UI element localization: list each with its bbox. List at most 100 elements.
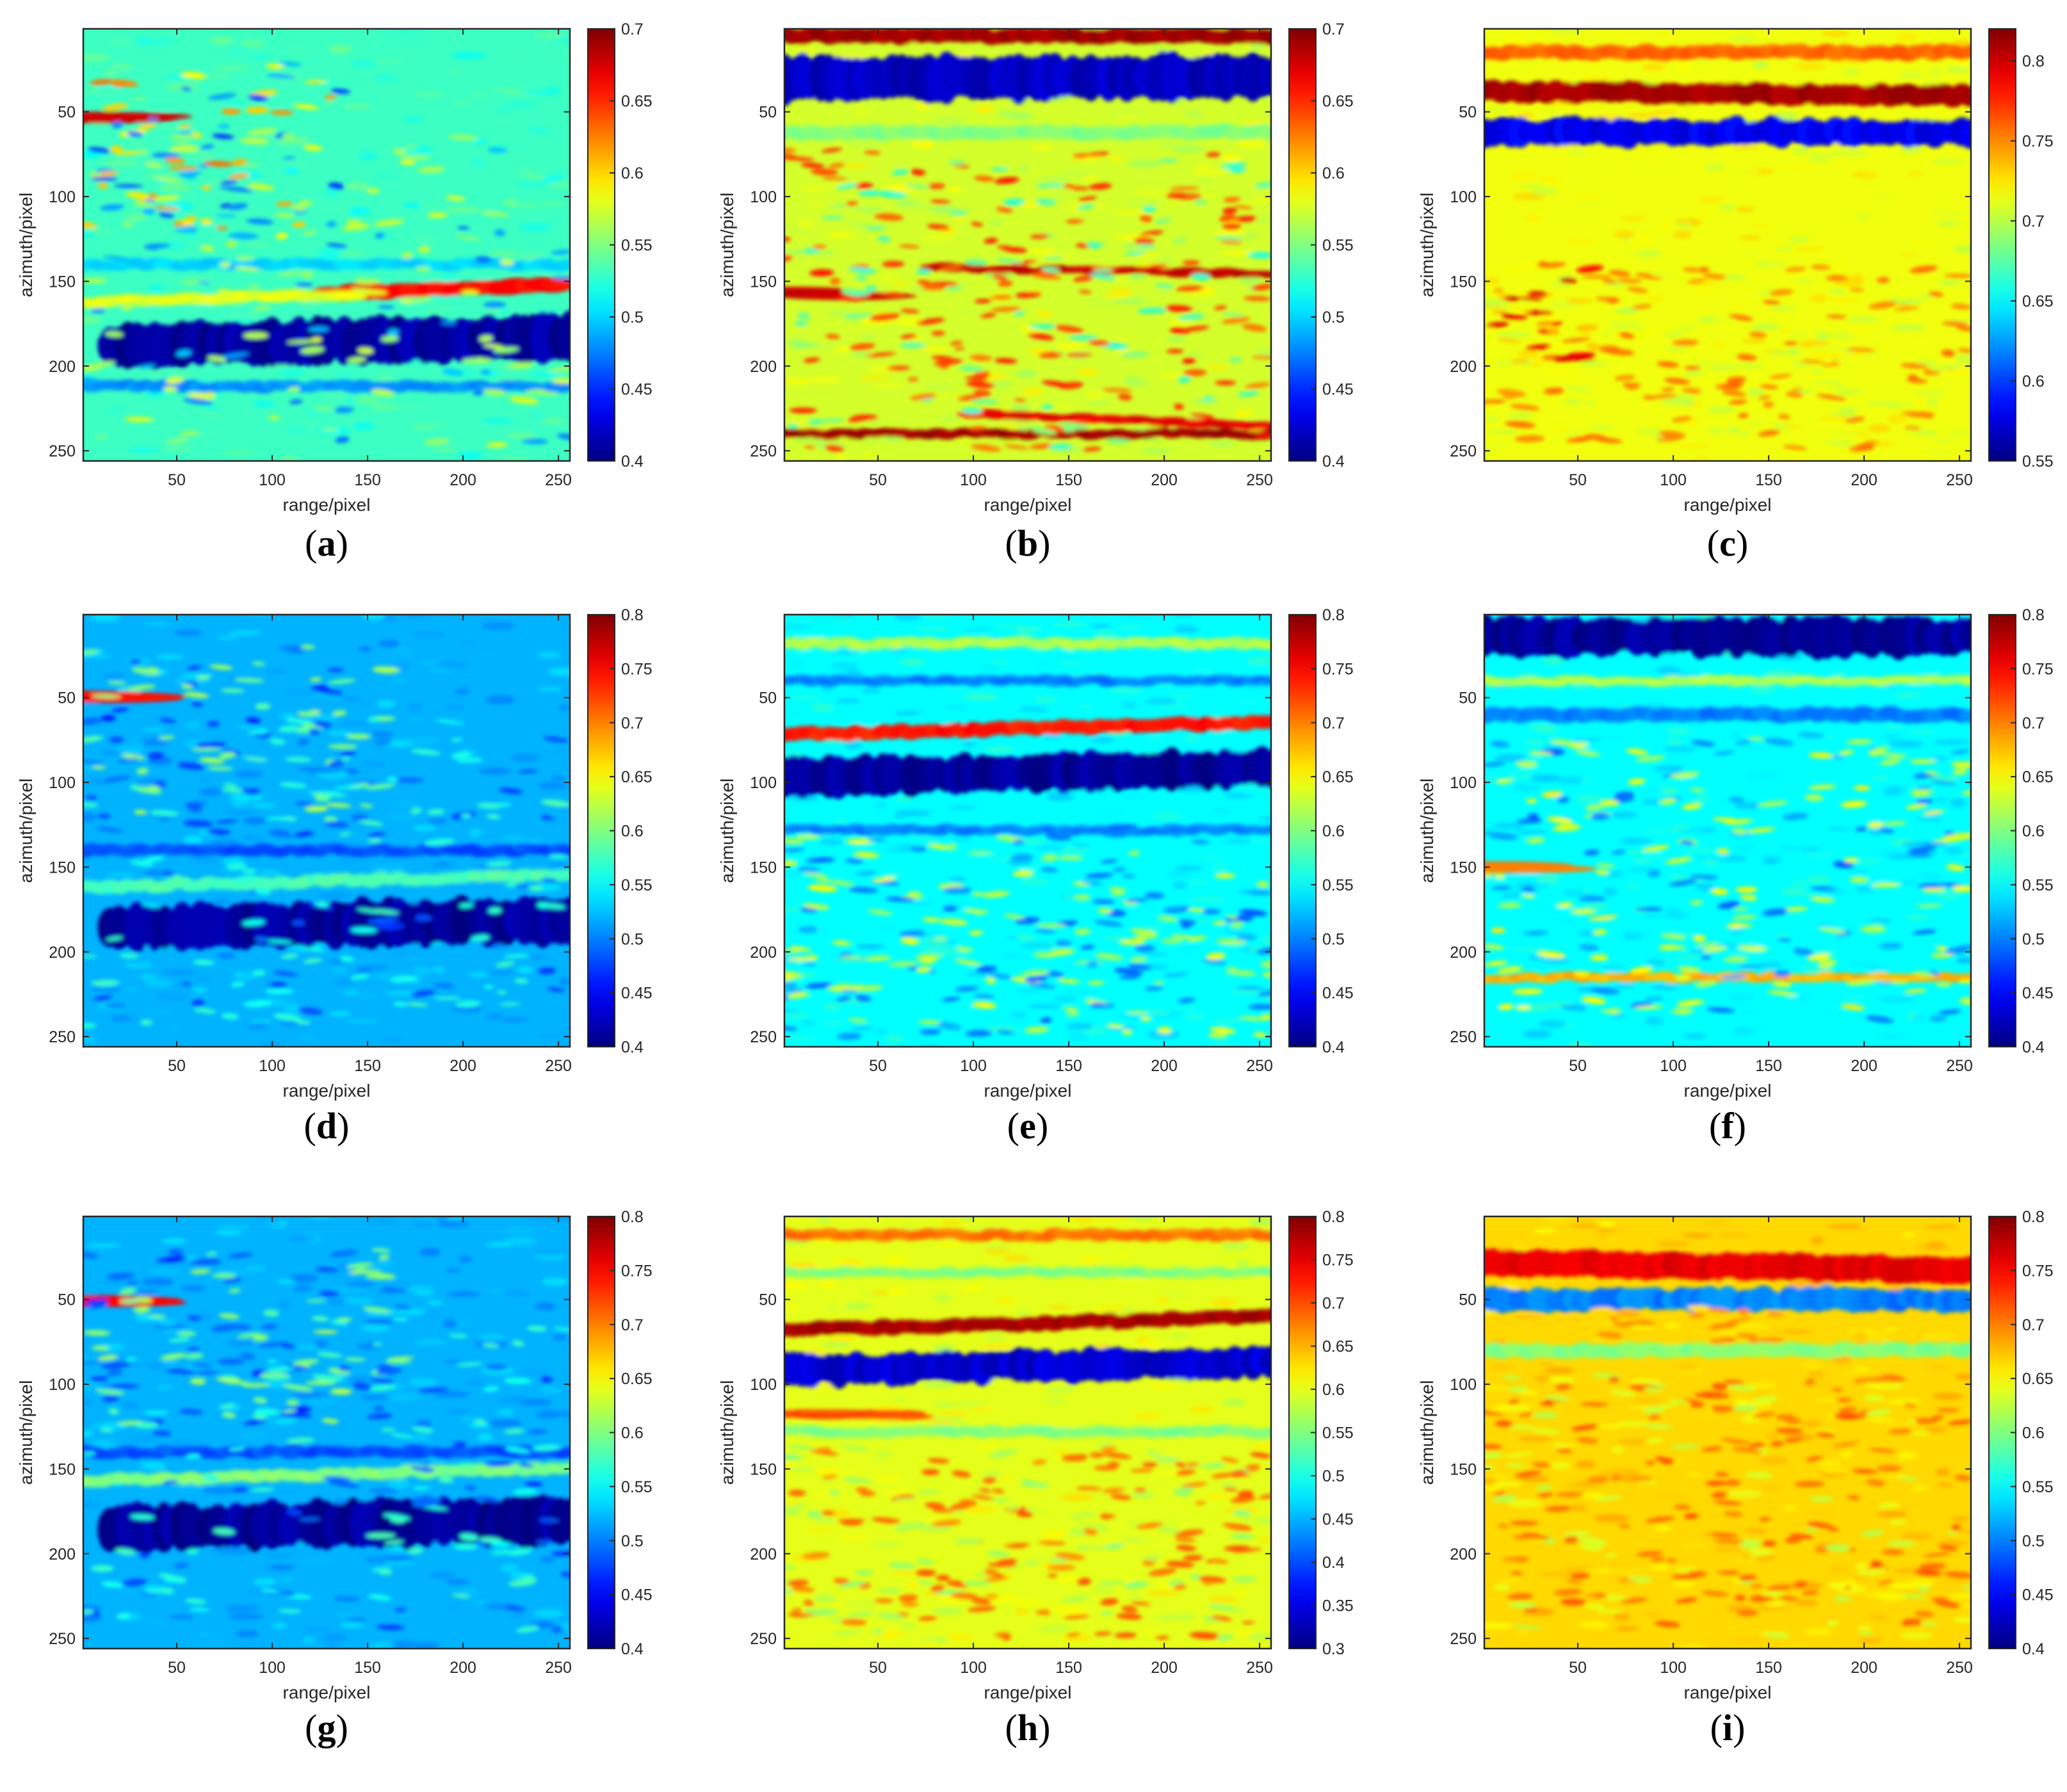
- speckle-mark: [254, 703, 272, 710]
- texture-cell: [857, 934, 873, 943]
- texture-cell: [253, 1578, 277, 1586]
- texture-cell: [1731, 145, 1761, 150]
- speckle-mark: [1840, 1004, 1865, 1010]
- texture-cell: [1017, 166, 1031, 172]
- speckle-mark: [1584, 849, 1600, 856]
- speckle-mark: [798, 926, 819, 933]
- speckle-mark: [1220, 162, 1247, 169]
- texture-cell: [1786, 866, 1815, 873]
- texture-cell: [279, 456, 298, 461]
- speckle-mark: [301, 645, 315, 649]
- texture-cell: [223, 808, 254, 816]
- texture-cell: [526, 953, 547, 960]
- texture-cell: [1872, 921, 1886, 926]
- texture-cell: [442, 1359, 462, 1364]
- texture-cell: [403, 38, 429, 45]
- y-tick-label: 200: [49, 358, 76, 376]
- speckle-mark: [1596, 869, 1609, 875]
- texture-cell: [1537, 1020, 1567, 1028]
- speckle-mark: [1253, 1032, 1268, 1038]
- speckle-mark: [451, 752, 471, 759]
- speckle-mark: [1866, 284, 1890, 290]
- texture-cell: [234, 770, 264, 778]
- speckle-mark: [184, 802, 204, 809]
- texture-cell: [324, 188, 339, 197]
- texture-cell: [275, 1279, 296, 1284]
- texture-cell: [1657, 222, 1671, 230]
- panel-caption-b: (b): [1005, 522, 1051, 564]
- speckle-mark: [104, 331, 124, 337]
- speckle-mark: [1581, 996, 1607, 1005]
- texture-cell: [515, 884, 530, 889]
- speckle-mark: [1139, 214, 1153, 223]
- speckle-mark: [858, 190, 883, 197]
- texture-cell: [1931, 159, 1965, 164]
- speckle-mark: [184, 1353, 204, 1359]
- speckle-mark: [1826, 314, 1847, 319]
- speckle-mark: [126, 300, 154, 307]
- texture-cell: [1740, 1008, 1758, 1016]
- plot-frame: [783, 613, 1272, 1048]
- speckle-mark: [234, 266, 261, 271]
- speckle-mark: [1783, 907, 1808, 912]
- speckle-mark: [376, 923, 405, 930]
- speckle-mark: [1503, 392, 1520, 400]
- speckle-mark: [1642, 845, 1670, 852]
- speckle-mark: [975, 965, 997, 973]
- speckle-mark: [136, 149, 149, 155]
- speckle-mark: [166, 438, 189, 444]
- x-axis-label: range/pixel: [984, 1081, 1072, 1101]
- texture-cell: [1059, 170, 1092, 176]
- texture-cell: [197, 1631, 214, 1638]
- speckle-mark: [971, 1001, 997, 1009]
- texture-cell: [933, 117, 967, 125]
- x-tick-label: 50: [869, 471, 887, 489]
- speckle-mark: [328, 760, 344, 767]
- texture-cell: [1899, 70, 1923, 79]
- speckle-mark: [200, 218, 213, 225]
- speckle-mark: [1717, 901, 1740, 909]
- speckle-mark: [410, 990, 436, 997]
- texture-cell: [428, 668, 454, 673]
- speckle-mark: [126, 1280, 138, 1286]
- speckle-mark: [87, 147, 111, 154]
- x-tick-label: 250: [1246, 471, 1273, 489]
- texture-cell: [551, 775, 565, 782]
- speckle-mark: [1710, 888, 1728, 895]
- speckle-mark: [971, 398, 1000, 405]
- speckle-mark: [296, 767, 328, 773]
- speckle-mark: [1243, 296, 1271, 302]
- texture-cell: [920, 615, 955, 620]
- speckle-mark: [843, 313, 873, 318]
- y-tick-label: 150: [750, 859, 777, 876]
- texture-cell: [822, 1003, 841, 1011]
- speckle-mark: [264, 988, 294, 995]
- texture-cell: [1749, 686, 1778, 695]
- speckle-mark: [1213, 305, 1228, 311]
- speckle-mark: [486, 814, 501, 819]
- speckle-mark: [188, 809, 202, 814]
- speckle-mark: [471, 935, 490, 942]
- texture-cell: [415, 1420, 432, 1430]
- speckle-mark: [836, 1033, 862, 1040]
- speckle-mark: [542, 818, 556, 821]
- speckle-mark: [1690, 901, 1703, 905]
- texture-cell: [83, 654, 111, 659]
- speckle-mark: [1126, 1010, 1149, 1014]
- texture-cell: [1820, 1010, 1846, 1015]
- texture-cell: [883, 399, 913, 408]
- texture-cell: [437, 1220, 469, 1227]
- texture-cell: [1833, 148, 1868, 157]
- speckle-mark: [1046, 834, 1072, 841]
- speckle-mark: [1066, 353, 1092, 357]
- texture-cell: [145, 38, 177, 44]
- texture-cell: [843, 325, 879, 334]
- speckle-mark: [276, 232, 288, 239]
- speckle-mark: [1671, 1008, 1694, 1015]
- speckle-mark: [483, 985, 494, 989]
- speckle-mark: [154, 206, 181, 211]
- speckle-mark: [111, 707, 129, 713]
- texture-cell: [170, 1439, 197, 1446]
- texture-cell: [1550, 29, 1583, 34]
- speckle-mark: [1559, 429, 1585, 437]
